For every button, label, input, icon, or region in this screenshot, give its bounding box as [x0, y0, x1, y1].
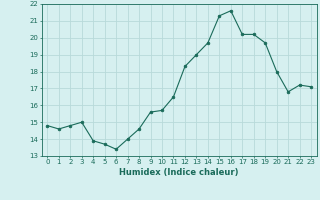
- X-axis label: Humidex (Indice chaleur): Humidex (Indice chaleur): [119, 168, 239, 177]
